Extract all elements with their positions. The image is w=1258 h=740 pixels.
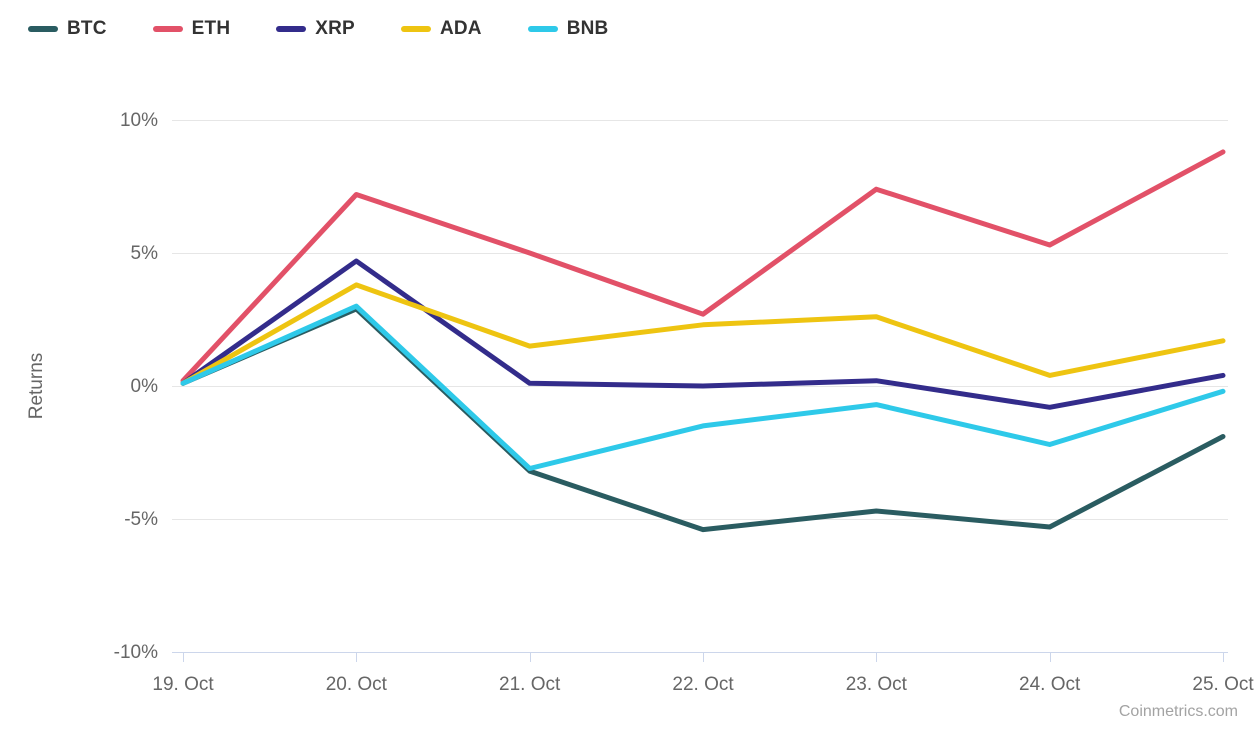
legend-swatch-bnb: [527, 26, 558, 32]
legend-label-xrp: XRP: [315, 18, 355, 39]
legend-label-eth: ETH: [191, 18, 231, 39]
legend-item-ada[interactable]: ADA: [400, 18, 482, 40]
legend-item-btc[interactable]: BTC: [28, 18, 107, 40]
credits-link[interactable]: Coinmetrics.com: [1118, 703, 1238, 720]
y-axis-label: 5%: [131, 243, 159, 264]
x-axis-label: 22. Oct: [672, 674, 734, 695]
y-axis-label: -10%: [114, 642, 158, 663]
x-axis-label: 19. Oct: [152, 674, 214, 695]
legend-label-ada: ADA: [439, 18, 482, 39]
legend-item-bnb[interactable]: BNB: [527, 18, 609, 40]
legend-item-eth[interactable]: ETH: [152, 18, 231, 40]
x-axis-label: 20. Oct: [326, 674, 388, 695]
legend-swatch-btc: [28, 26, 58, 32]
legend-item-xrp[interactable]: XRP: [276, 18, 355, 40]
series-line-btc[interactable]: [180, 306, 1226, 533]
y-axis-label: 10%: [120, 110, 158, 131]
legend: BTC ETH XRP ADA BNB: [28, 18, 608, 40]
legend-swatch-xrp: [276, 26, 307, 32]
y-axis-label: -5%: [124, 509, 158, 530]
series-line-eth[interactable]: [180, 149, 1226, 384]
y-axis-label: 0%: [131, 376, 159, 397]
x-axis-label: 21. Oct: [499, 674, 561, 695]
y-axis-title: Returns: [26, 353, 47, 420]
legend-label-btc: BTC: [67, 18, 107, 39]
x-axis-label: 23. Oct: [846, 674, 908, 695]
x-axis-label: 25. Oct: [1192, 674, 1254, 695]
series-line-bnb[interactable]: [180, 303, 1226, 471]
legend-swatch-eth: [152, 26, 183, 32]
series-line-ada[interactable]: [180, 282, 1226, 386]
legend-swatch-ada: [400, 26, 431, 32]
legend-label-bnb: BNB: [566, 18, 609, 39]
x-axis-label: 24. Oct: [1019, 674, 1081, 695]
series-line-xrp[interactable]: [180, 258, 1226, 410]
